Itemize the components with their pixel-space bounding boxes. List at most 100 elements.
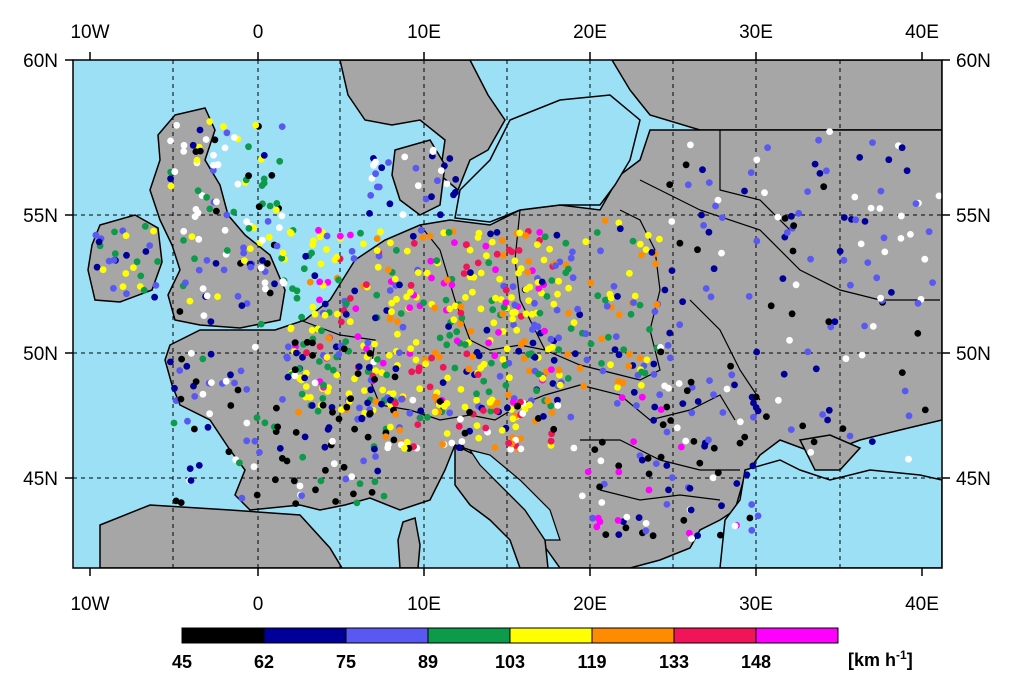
station-marker xyxy=(555,366,563,374)
station-marker xyxy=(474,259,482,267)
station-marker xyxy=(488,359,495,367)
station-marker xyxy=(325,334,333,342)
station-marker xyxy=(480,407,487,414)
station-marker xyxy=(493,250,501,258)
station-marker xyxy=(238,494,246,502)
station-marker xyxy=(496,372,504,380)
station-marker xyxy=(483,326,491,334)
station-marker xyxy=(661,382,668,390)
station-marker xyxy=(453,328,461,336)
station-marker xyxy=(424,413,431,421)
station-marker xyxy=(685,529,693,537)
station-marker xyxy=(221,144,229,152)
station-marker xyxy=(555,334,562,342)
station-marker xyxy=(457,309,465,317)
station-marker xyxy=(194,187,202,195)
station-marker xyxy=(619,379,627,387)
station-marker xyxy=(374,263,382,271)
top-lon-label: 0 xyxy=(253,22,264,43)
station-marker xyxy=(335,276,342,284)
station-marker xyxy=(736,439,744,447)
station-marker xyxy=(152,282,160,289)
station-marker xyxy=(869,323,877,330)
station-marker xyxy=(388,299,396,307)
station-marker xyxy=(340,463,348,471)
station-marker xyxy=(788,310,796,318)
station-marker xyxy=(319,401,327,409)
station-marker xyxy=(550,425,558,433)
top-lon-label: 10E xyxy=(407,22,441,43)
station-marker xyxy=(195,266,203,274)
station-marker xyxy=(474,234,482,241)
station-marker xyxy=(220,123,227,131)
station-marker xyxy=(450,316,458,324)
station-marker xyxy=(234,386,242,394)
station-marker xyxy=(596,518,604,526)
station-marker xyxy=(629,237,637,245)
station-marker xyxy=(379,359,387,367)
station-marker xyxy=(380,492,388,500)
station-marker xyxy=(300,265,308,273)
station-marker xyxy=(826,128,833,136)
station-marker xyxy=(538,278,546,286)
station-marker xyxy=(342,338,350,345)
station-marker xyxy=(673,424,681,432)
station-marker xyxy=(763,413,770,420)
station-marker xyxy=(122,232,130,240)
station-marker xyxy=(465,365,473,373)
station-marker xyxy=(360,457,367,465)
station-marker xyxy=(638,393,646,401)
station-marker xyxy=(223,211,231,219)
station-marker xyxy=(512,423,520,431)
station-marker xyxy=(354,370,362,377)
station-marker xyxy=(649,532,657,540)
station-marker xyxy=(820,183,828,191)
station-marker xyxy=(240,244,247,252)
station-marker xyxy=(176,308,184,315)
station-marker xyxy=(401,153,409,161)
station-marker xyxy=(348,247,356,255)
station-marker xyxy=(320,381,327,389)
station-marker xyxy=(392,399,399,407)
station-marker xyxy=(714,469,722,477)
station-marker xyxy=(356,480,364,488)
station-marker xyxy=(284,373,292,381)
station-marker xyxy=(180,237,187,244)
station-marker xyxy=(508,248,516,256)
station-marker xyxy=(847,281,854,289)
station-marker xyxy=(246,245,254,253)
top-lon-label: 30E xyxy=(739,22,773,43)
station-marker xyxy=(667,417,675,424)
station-marker xyxy=(502,299,510,306)
station-marker xyxy=(414,182,422,190)
station-marker xyxy=(731,381,738,389)
station-marker xyxy=(251,343,259,351)
station-marker xyxy=(868,438,876,445)
station-marker xyxy=(467,269,474,276)
station-marker xyxy=(310,237,317,245)
station-marker xyxy=(273,404,280,412)
right-lat-label: 60N xyxy=(956,51,991,72)
station-marker xyxy=(350,255,358,262)
station-marker xyxy=(935,192,942,200)
station-marker xyxy=(825,318,833,326)
station-marker xyxy=(207,350,215,358)
station-marker xyxy=(625,362,633,370)
station-marker xyxy=(615,219,623,227)
station-marker xyxy=(688,409,696,417)
station-marker xyxy=(473,422,481,429)
top-longitude-labels: 10W 0 10E 20E 30E 40E xyxy=(70,22,938,43)
station-marker xyxy=(323,232,331,240)
station-marker xyxy=(613,400,621,407)
station-marker xyxy=(140,286,148,294)
station-marker xyxy=(192,378,200,385)
station-marker xyxy=(302,252,310,260)
legend-bin-label: 62 xyxy=(254,652,274,672)
station-marker xyxy=(262,285,269,293)
station-marker xyxy=(95,238,103,246)
station-marker xyxy=(810,438,818,446)
station-marker xyxy=(361,387,368,394)
station-marker xyxy=(831,318,839,326)
station-marker xyxy=(460,270,468,277)
station-marker xyxy=(309,352,316,359)
